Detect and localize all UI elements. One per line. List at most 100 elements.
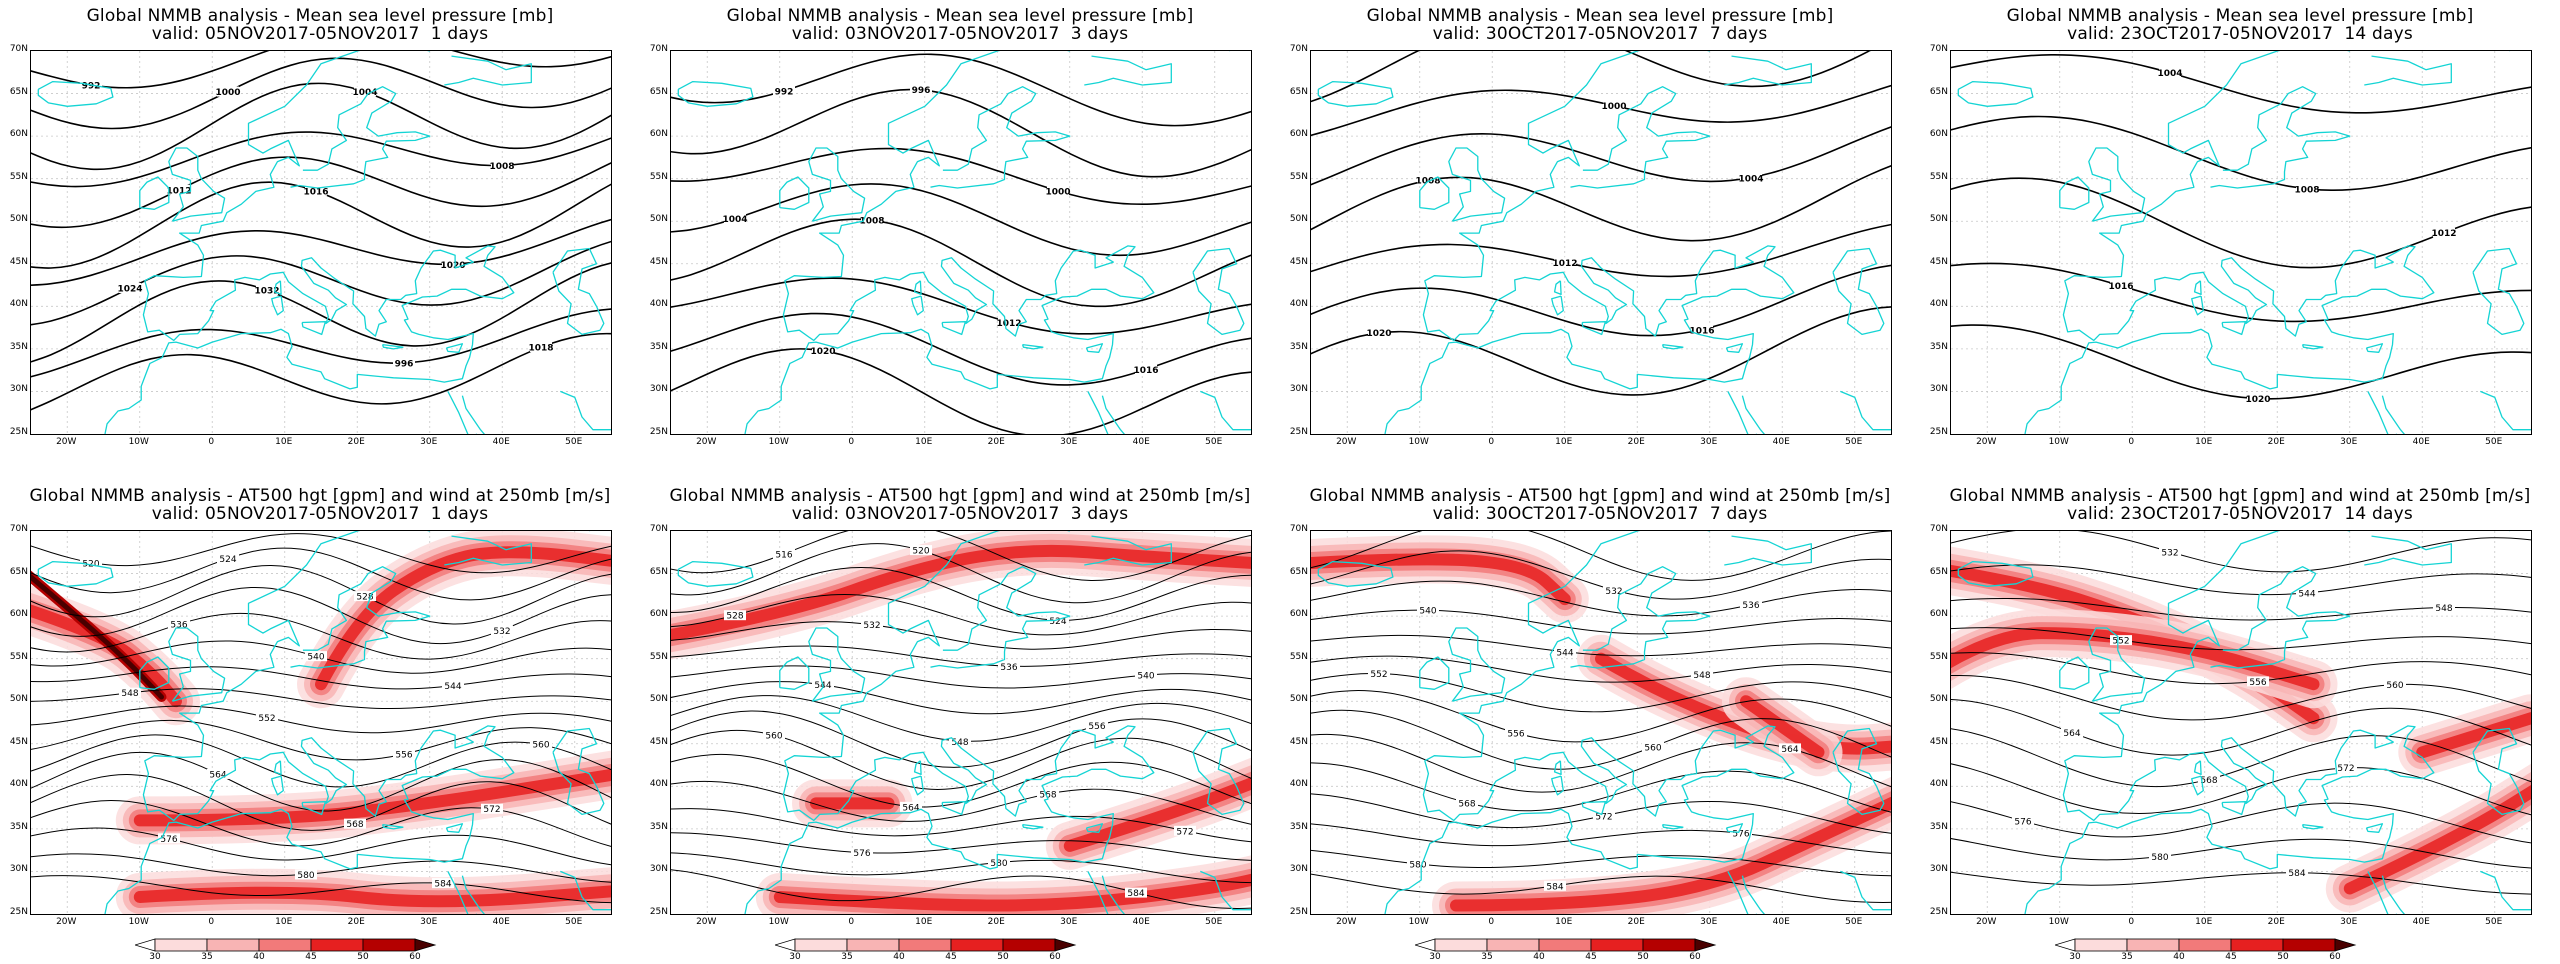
contour-label: 560 bbox=[1644, 743, 1661, 753]
colorbar-tick-label: 45 bbox=[1585, 952, 1597, 962]
z500-wind-map-panel: Global NMMB analysis - AT500 hgt [gpm] a… bbox=[0, 480, 640, 962]
longitude-tick-label: 50E bbox=[2485, 917, 2503, 927]
contour-label: 556 bbox=[2249, 678, 2266, 688]
contour-label: 996 bbox=[912, 86, 931, 96]
contour-label-bg bbox=[1037, 788, 1059, 799]
colorbar-tick-label: 60 bbox=[1689, 952, 1701, 962]
latitude-tick-label: 60N bbox=[649, 129, 668, 140]
contour-label-bg bbox=[530, 739, 552, 750]
panel-valid-date: valid: 23OCT2017-05NOV2017 14 days bbox=[2067, 24, 2413, 44]
longitude-tick-label: 40E bbox=[1132, 437, 1150, 447]
contour-label-bg bbox=[861, 619, 883, 630]
contour-label: 540 bbox=[307, 653, 324, 663]
contour-label: 548 bbox=[121, 689, 138, 699]
latitude-tick-label: 45N bbox=[9, 736, 28, 747]
contour-label-bg bbox=[1593, 810, 1615, 821]
colorbar-tick-label: 40 bbox=[2173, 952, 2185, 962]
latitude-tick-label: 55N bbox=[1289, 651, 1308, 662]
contour-label: 1012 bbox=[996, 319, 1021, 329]
contour-label-bg bbox=[949, 736, 971, 747]
latitude-tick-label: 65N bbox=[1929, 566, 1948, 577]
longitude-tick-label: 0 bbox=[848, 917, 855, 927]
contour-labels: 532 544 548 552 556 560 564 568 572 576 580 584 bbox=[2012, 546, 2455, 879]
longitude-tick-label: 40E bbox=[1132, 917, 1150, 927]
contour-label: 1004 bbox=[722, 215, 747, 225]
contour-label: 520 bbox=[912, 547, 929, 557]
contour-label-bg bbox=[1642, 741, 1664, 752]
contour-label: 1008 bbox=[859, 216, 884, 226]
panel-title: Global NMMB analysis - Mean sea level pr… bbox=[1366, 6, 1834, 26]
colorbar-tick-label: 30 bbox=[2069, 952, 2081, 962]
latitude-tick-label: 25N bbox=[1289, 427, 1308, 437]
latitude-tick-label: 70N bbox=[1289, 44, 1308, 54]
latitude-tick-label: 40N bbox=[9, 299, 28, 310]
contour-label: 560 bbox=[532, 741, 549, 751]
contour-label: 552 bbox=[2112, 637, 2129, 647]
longitude-tick-label: 30E bbox=[1700, 437, 1718, 447]
longitude-tick-label: 0 bbox=[208, 917, 215, 927]
geopotential-contours bbox=[1311, 531, 1891, 903]
contour-label: 580 bbox=[1409, 860, 1426, 870]
coastlines bbox=[1957, 51, 2531, 434]
coastlines bbox=[1957, 531, 2531, 914]
latitude-tick-label: 25N bbox=[1929, 907, 1948, 917]
contour-label-bg bbox=[305, 651, 327, 662]
contour-label-bg bbox=[491, 625, 513, 636]
latitude-tick-label: 30N bbox=[649, 384, 668, 395]
longitude-tick-label: 10W bbox=[768, 917, 789, 927]
isobar-contours bbox=[1311, 51, 1891, 396]
contour-label-bg bbox=[1135, 364, 1157, 375]
contour-label: 584 bbox=[2288, 869, 2305, 879]
contour-label: 576 bbox=[1732, 830, 1749, 840]
latitude-tick-label: 30N bbox=[9, 384, 28, 395]
contour-label-bg bbox=[812, 345, 834, 356]
latitude-tick-label: 35N bbox=[1929, 821, 1948, 832]
mslp-map-panel: Global NMMB analysis - Mean sea level pr… bbox=[1280, 0, 1920, 480]
contour-label-bg bbox=[491, 160, 513, 171]
latitude-tick-label: 60N bbox=[1289, 129, 1308, 140]
longitude-tick-label: 0 bbox=[1488, 917, 1495, 927]
longitude-tick-label: 10W bbox=[1408, 917, 1429, 927]
contour-label-bg bbox=[851, 847, 873, 858]
longitude-tick-label: 10E bbox=[275, 917, 293, 927]
colorbar-tick-labels: 30 35 40 45 50 60 bbox=[775, 952, 1095, 964]
map-svg: 520 5245285325365405445485525565605645685… bbox=[31, 531, 611, 914]
coastlines bbox=[1317, 531, 1891, 914]
colorbar-tick-label: 50 bbox=[997, 952, 1009, 962]
latitude-tick-label: 55N bbox=[1929, 651, 1948, 662]
graticule bbox=[1951, 51, 2531, 434]
longitude-tick-label: 20W bbox=[56, 917, 77, 927]
contour-label: 548 bbox=[2435, 604, 2452, 614]
contour-label-bg bbox=[1554, 646, 1576, 657]
panel-valid-date: valid: 30OCT2017-05NOV2017 7 days bbox=[1432, 24, 1768, 44]
contour-label-bg bbox=[1544, 880, 1566, 891]
contour-label-bg bbox=[481, 803, 503, 814]
contour-label: 1020 bbox=[440, 261, 465, 271]
longitude-tick-label: 20W bbox=[1336, 917, 1357, 927]
contour-label-bg bbox=[724, 213, 746, 224]
longitude-tick-label: 30E bbox=[2340, 917, 2358, 927]
longitude-tick-label: 20E bbox=[2267, 437, 2285, 447]
latitude-tick-label: 45N bbox=[649, 256, 668, 267]
contour-label: 524 bbox=[1049, 617, 1066, 627]
contour-label-bg bbox=[1505, 728, 1527, 739]
latitude-tick-label: 45N bbox=[1289, 256, 1308, 267]
contour-label: 528 bbox=[726, 612, 743, 622]
contour-label-bg bbox=[393, 358, 415, 369]
contour-label-bg bbox=[2384, 679, 2406, 690]
contour-label-bg bbox=[393, 749, 415, 760]
contour-label-bg bbox=[2159, 546, 2181, 557]
panel-title: Global NMMB analysis - AT500 hgt [gpm] a… bbox=[669, 486, 1251, 506]
longitude-tick-label: 40E bbox=[1772, 917, 1790, 927]
latitude-tick-label: 70N bbox=[649, 44, 668, 54]
contour-label-bg bbox=[1125, 887, 1147, 898]
longitude-tick-label: 10W bbox=[2048, 437, 2069, 447]
latitude-tick-label: 45N bbox=[1929, 256, 1948, 267]
longitude-tick-label: 20E bbox=[1627, 917, 1645, 927]
latitude-tick-label: 55N bbox=[9, 171, 28, 182]
latitude-tick-label: 70N bbox=[649, 524, 668, 534]
longitude-tick-label: 20W bbox=[696, 437, 717, 447]
contour-label: 536 bbox=[1000, 663, 1017, 673]
contour-label-bg bbox=[1730, 828, 1752, 839]
contour-label: 576 bbox=[853, 849, 870, 859]
